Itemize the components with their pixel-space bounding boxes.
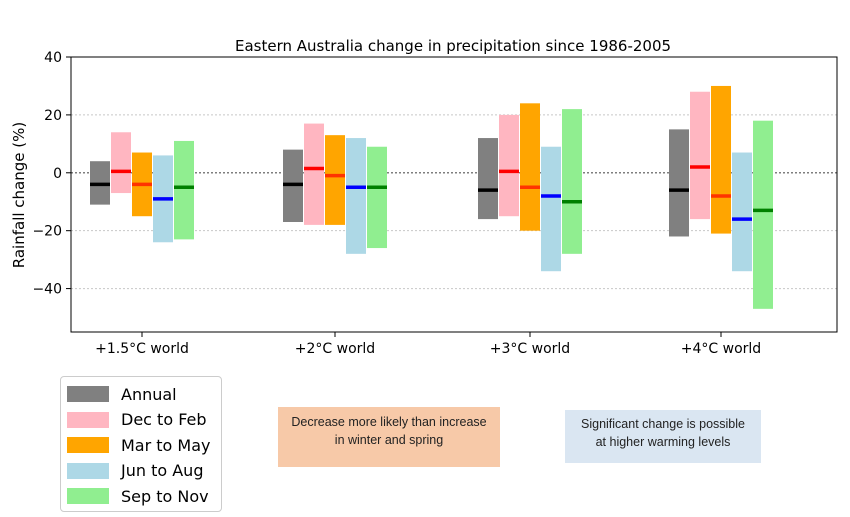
bars-layer [90,85,773,309]
bar-mar-to-may [711,85,731,234]
legend-label: Jun to Aug [121,461,204,480]
legend-item: Sep to Nov [67,485,209,507]
bar-sep-to-nov [753,120,773,309]
x-tick-label: +3°C world [490,341,570,357]
annotation-line: at higher warming levels [595,435,731,449]
annotation-decrease-likely: Decrease more likely than increase in wi… [278,407,500,467]
legend-label: Sep to Nov [121,486,209,506]
bar-dec-to-feb [690,91,710,220]
bar-jun-to-aug [346,138,366,254]
bar-dec-to-feb [499,114,519,217]
bar-annual [478,138,498,220]
y-axis-ticks: 40 20 0 −20 −40 [32,50,71,298]
y-axis-label: Rainfall change (%) [10,122,28,268]
x-tick-label: +1.5°C world [95,341,189,357]
legend-swatch [67,462,109,479]
chart-title: Eastern Australia change in precipitatio… [235,37,671,55]
bar-annual [669,129,689,237]
precipitation-chart: 40 20 0 −20 −40 +1.5°C world +2°C world +3°C w… [10,37,838,357]
bar-mar-to-may [520,103,540,231]
y-tick-label: 40 [44,50,62,66]
legend-item: Mar to May [67,434,211,456]
annotation-line: in winter and spring [334,433,444,447]
legend-label: Dec to Feb [121,410,207,429]
bar-jun-to-aug [732,152,752,272]
legend-item: Jun to Aug [67,460,203,482]
y-tick-label: −20 [32,224,62,240]
y-tick-label: −40 [32,282,62,298]
bar-mar-to-may [325,135,345,225]
x-axis-ticks: +1.5°C world +2°C world +3°C world +4°C wor… [95,332,761,357]
legend-label: Mar to May [121,435,211,455]
y-tick-label: 0 [53,166,62,182]
annotation-line: Decrease more likely than increase [291,415,487,429]
bar-dec-to-feb [111,132,131,194]
legend-swatch [67,411,109,428]
annotation-line: Significant change is possible [581,417,745,431]
legend-swatch [67,488,109,504]
bar-jun-to-aug [541,146,561,272]
bar-sep-to-nov [174,140,194,240]
bar-sep-to-nov [367,146,387,249]
y-tick-label: 20 [44,108,62,124]
x-tick-label: +2°C world [295,341,375,357]
legend: Annual Dec to Feb Mar to May Jun to Aug Sep … [60,376,222,512]
annotation-significant-change: Significant change is possible at higher… [565,410,761,463]
legend-item: Dec to Feb [67,409,207,431]
legend-item: Annual [67,383,177,405]
legend-swatch [67,437,109,453]
legend-label: Annual [121,384,177,404]
bar-dec-to-feb [304,123,324,225]
bar-sep-to-nov [562,109,582,254]
x-tick-label: +4°C world [681,341,761,357]
legend-swatch [67,386,109,402]
plot-frame [70,56,838,333]
median-markers [90,165,773,221]
